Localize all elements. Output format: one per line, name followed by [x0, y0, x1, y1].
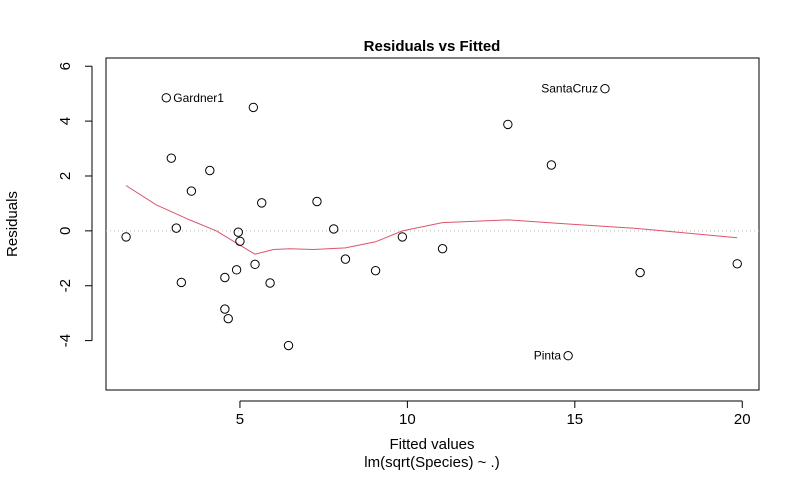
data-point	[231, 265, 242, 275]
data-point	[265, 278, 275, 288]
y-tick-label: 6	[57, 62, 74, 70]
x-tick-label: 10	[399, 411, 416, 428]
x-tick-label: 15	[566, 411, 583, 428]
data-point	[437, 243, 448, 254]
point-label: Gardner1	[173, 91, 224, 105]
data-point	[233, 227, 243, 237]
data-point	[176, 277, 187, 288]
data-point	[248, 102, 259, 113]
data-point	[370, 265, 381, 276]
x-tick-label: 5	[236, 411, 244, 428]
data-point	[166, 153, 177, 163]
data-point	[340, 254, 351, 264]
data-point	[121, 232, 131, 242]
data-point	[312, 196, 322, 207]
data-point	[171, 223, 182, 233]
y-tick-label: 0	[57, 227, 74, 235]
point-label: SantaCruz	[541, 82, 598, 96]
points-group	[121, 84, 742, 361]
data-point	[329, 224, 339, 234]
data-point	[257, 198, 267, 208]
data-point	[283, 340, 294, 351]
data-point	[220, 272, 230, 283]
data-point	[161, 93, 171, 103]
axes-group: 5 10 15 20 -4 -2 0 2 4 6	[57, 62, 751, 428]
data-point	[563, 351, 573, 361]
point-label: Pinta	[534, 349, 562, 363]
data-point	[220, 304, 230, 314]
x-axis-subtitle: lm(sqrt(Species) ~ .)	[364, 454, 499, 471]
data-point	[546, 160, 557, 170]
data-point	[223, 313, 233, 324]
data-point	[600, 84, 610, 94]
data-point	[186, 186, 197, 196]
plot-frame	[105, 57, 760, 391]
data-point	[635, 267, 645, 278]
y-axis-label: Residuals	[4, 191, 21, 257]
data-point	[397, 232, 408, 242]
smoother-line	[125, 185, 738, 255]
y-tick-label: 4	[57, 117, 74, 125]
data-point	[503, 119, 513, 130]
chart-title: Residuals vs Fitted	[364, 38, 501, 55]
data-point	[250, 259, 260, 270]
x-axis-label: Fitted values	[389, 436, 474, 453]
data-point	[235, 236, 245, 246]
data-point	[732, 259, 742, 269]
data-point	[205, 165, 215, 176]
smoother-group	[125, 185, 738, 255]
point-labels-group: Gardner1 SantaCruz Pinta	[173, 82, 598, 363]
y-tick-label: 2	[57, 172, 74, 180]
x-tick-label: 20	[734, 411, 751, 428]
y-tick-label: -4	[57, 334, 74, 347]
y-tick-label: -2	[57, 279, 74, 292]
